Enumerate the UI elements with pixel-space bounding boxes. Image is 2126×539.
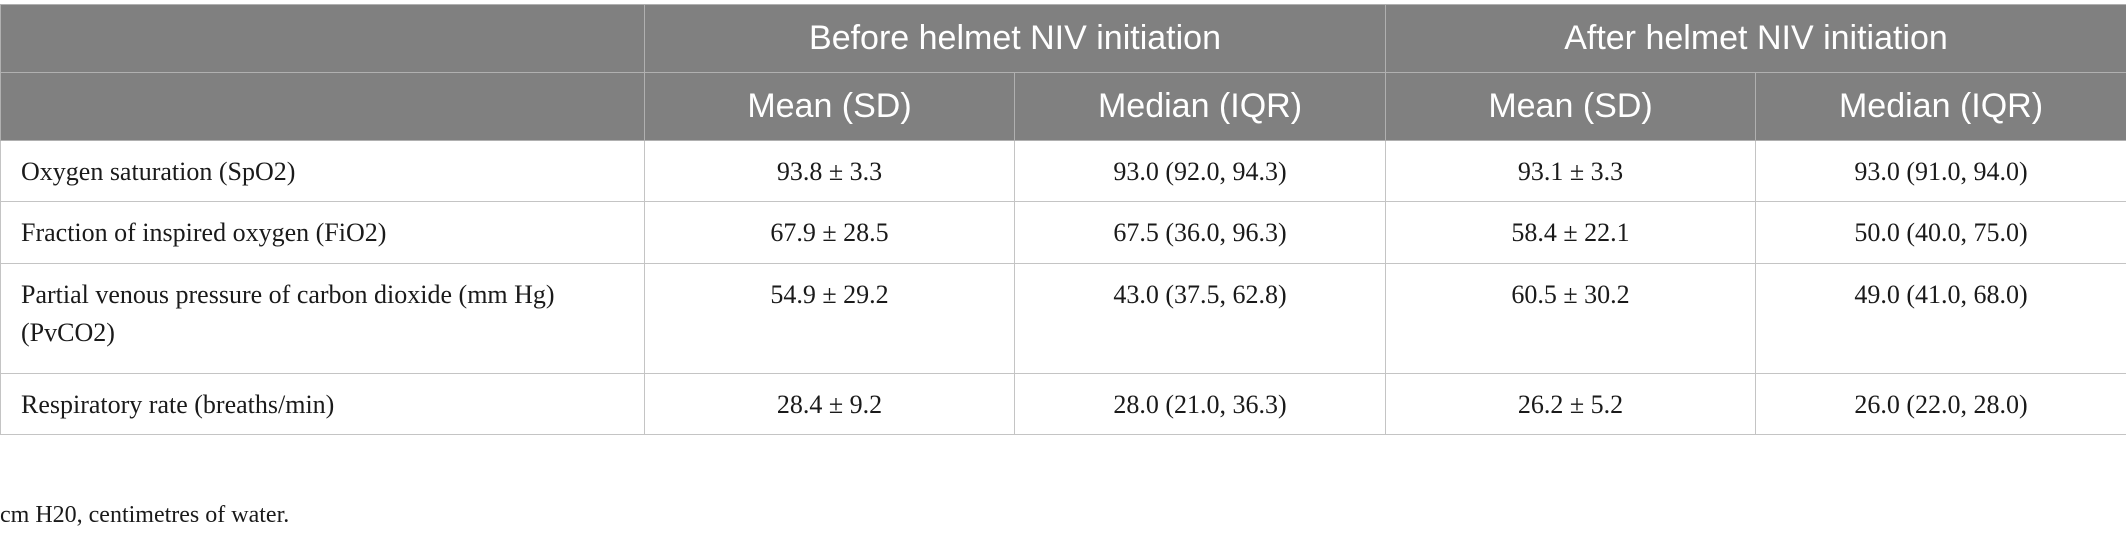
sub-header-before-median: Median (IQR) — [1013, 72, 1387, 141]
before-median-cell: 43.0 (37.5, 62.8) — [1013, 263, 1387, 374]
sub-header-row: Mean (SD) Median (IQR) Mean (SD) Median … — [0, 72, 2126, 141]
before-median-cell: 67.5 (36.0, 96.3) — [1013, 201, 1387, 264]
after-mean-cell: 93.1 ± 3.3 — [1385, 140, 1757, 202]
table-body: Oxygen saturation (SpO2) 93.8 ± 3.3 93.0… — [0, 140, 2126, 435]
table-header: Before helmet NIV initiation After helme… — [0, 4, 2126, 141]
row-label: Partial venous pressure of carbon dioxid… — [0, 263, 645, 374]
before-mean-cell: 93.8 ± 3.3 — [644, 140, 1015, 202]
before-mean-cell: 67.9 ± 28.5 — [644, 201, 1015, 264]
after-median-cell: 50.0 (40.0, 75.0) — [1755, 201, 2126, 264]
group-header-before: Before helmet NIV initiation — [643, 4, 1387, 73]
after-mean-cell: 58.4 ± 22.1 — [1385, 201, 1757, 264]
sub-header-empty — [0, 72, 645, 141]
table-row: Respiratory rate (breaths/min) 28.4 ± 9.… — [0, 373, 2126, 435]
table-row: Partial venous pressure of carbon dioxid… — [0, 263, 2126, 374]
after-median-cell: 49.0 (41.0, 68.0) — [1755, 263, 2126, 374]
after-mean-cell: 26.2 ± 5.2 — [1385, 373, 1757, 435]
after-mean-cell: 60.5 ± 30.2 — [1385, 263, 1757, 374]
before-mean-cell: 54.9 ± 29.2 — [644, 263, 1015, 374]
table-row: Fraction of inspired oxygen (FiO2) 67.9 … — [0, 201, 2126, 264]
row-label: Respiratory rate (breaths/min) — [0, 373, 645, 435]
before-mean-cell: 28.4 ± 9.2 — [644, 373, 1015, 435]
sub-header-after-mean: Mean (SD) — [1385, 72, 1757, 141]
before-median-cell: 93.0 (92.0, 94.3) — [1013, 140, 1387, 202]
after-median-cell: 93.0 (91.0, 94.0) — [1755, 140, 2126, 202]
table-row: Oxygen saturation (SpO2) 93.8 ± 3.3 93.0… — [0, 140, 2126, 202]
row-label: Oxygen saturation (SpO2) — [0, 140, 645, 202]
group-header-row: Before helmet NIV initiation After helme… — [0, 4, 2126, 73]
results-table: Before helmet NIV initiation After helme… — [0, 4, 2126, 435]
sub-header-after-median: Median (IQR) — [1755, 72, 2126, 141]
row-label: Fraction of inspired oxygen (FiO2) — [0, 201, 645, 264]
table-footnote: cm H20, centimetres of water. — [0, 502, 290, 528]
group-header-after: After helmet NIV initiation — [1385, 4, 2126, 73]
sub-header-before-mean: Mean (SD) — [644, 72, 1015, 141]
after-median-cell: 26.0 (22.0, 28.0) — [1755, 373, 2126, 435]
group-header-empty — [0, 4, 645, 73]
before-median-cell: 28.0 (21.0, 36.3) — [1013, 373, 1387, 435]
